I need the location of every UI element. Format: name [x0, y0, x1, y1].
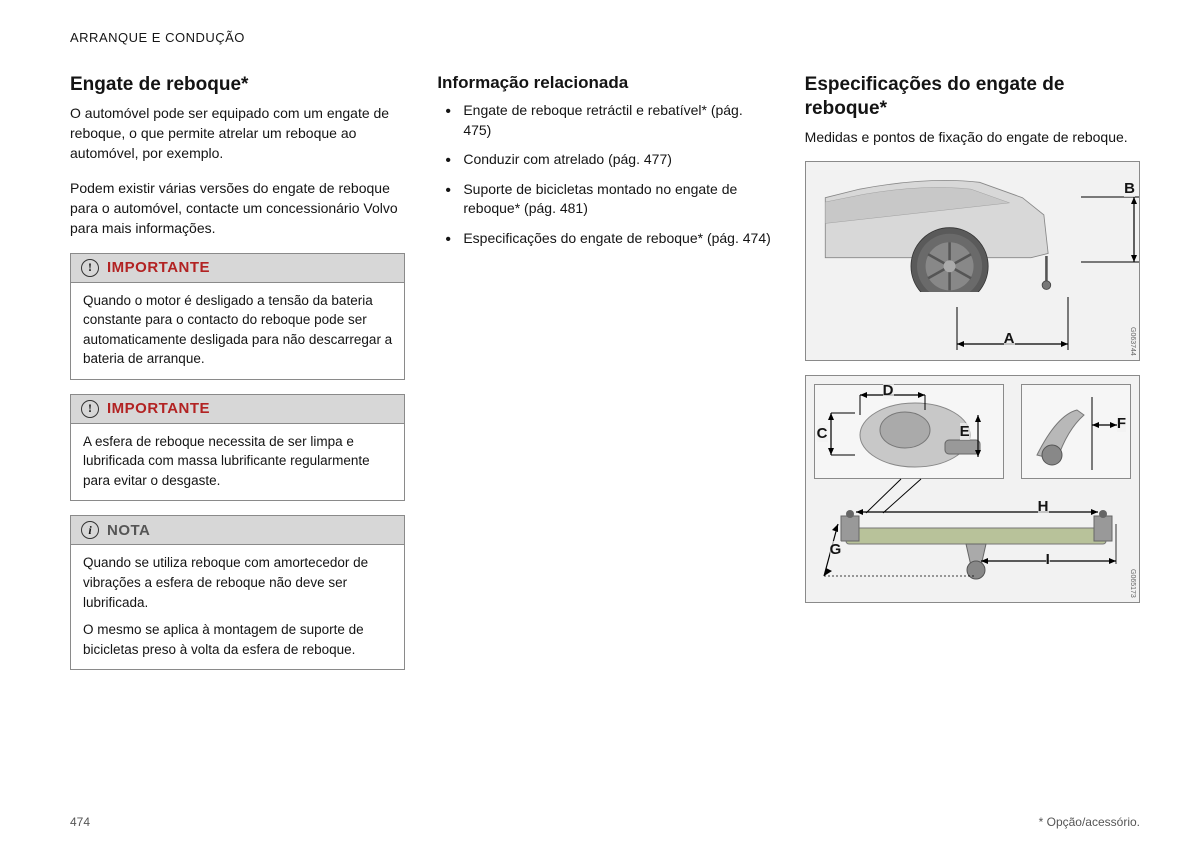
footnote: * Opção/acessório.	[1039, 815, 1140, 829]
mechanism-illustration	[815, 385, 1003, 478]
callout-text-1: Quando se utiliza reboque com amortecedo…	[83, 553, 392, 612]
content-columns: Engate de reboque* O automóvel pode ser …	[70, 73, 1140, 684]
dim-label-g: G	[830, 541, 842, 558]
callout-title: NOTA	[107, 522, 150, 539]
intro-text: O automóvel pode ser equipado com um eng…	[70, 103, 405, 164]
section-title-engate: Engate de reboque*	[70, 73, 405, 97]
ball-illustration	[1022, 385, 1130, 478]
column-1: Engate de reboque* O automóvel pode ser …	[70, 73, 405, 684]
body-text: Podem existir várias versões do engate d…	[70, 178, 405, 239]
dim-label-i: I	[1046, 551, 1050, 568]
dimension-lines	[806, 162, 1139, 360]
callout-text: A esfera de reboque necessita de ser lim…	[83, 432, 392, 491]
callout-body: Quando se utiliza reboque com amortecedo…	[71, 545, 404, 669]
crossbar-illustration	[816, 506, 1136, 596]
dim-label-f: F	[1117, 415, 1126, 432]
inset-left: C D E	[814, 384, 1004, 479]
figure-car-side: A B G063744	[805, 161, 1140, 361]
dim-label-h: H	[1038, 498, 1049, 515]
dim-label-c: C	[817, 425, 828, 442]
callout-text-2: O mesmo se aplica à montagem de suporte …	[83, 620, 392, 659]
callout-text: Quando o motor é desligado a tensão da b…	[83, 291, 392, 369]
related-item: Especificações do engate de reboque* (pá…	[441, 229, 772, 249]
spec-intro: Medidas e pontos de fixação do engate de…	[805, 127, 1140, 147]
figure-id: G065173	[1129, 569, 1136, 598]
page-number: 474	[70, 815, 90, 829]
dim-label-a: A	[1004, 330, 1015, 347]
dim-label-b: B	[1124, 180, 1135, 197]
related-heading: Informação relacionada	[437, 73, 772, 93]
info-icon: i	[81, 521, 99, 539]
alert-icon: !	[81, 259, 99, 277]
section-title-spec: Especificações do engate de reboque*	[805, 73, 1140, 121]
callout-importante-1: ! IMPORTANTE Quando o motor é desligado …	[70, 253, 405, 380]
callout-title: IMPORTANTE	[107, 259, 210, 276]
inset-right: F	[1021, 384, 1131, 479]
alert-icon: !	[81, 400, 99, 418]
callout-header: ! IMPORTANTE	[71, 254, 404, 283]
figure-id: G063744	[1129, 327, 1136, 356]
callout-nota: i NOTA Quando se utiliza reboque com amo…	[70, 515, 405, 670]
callout-header: ! IMPORTANTE	[71, 395, 404, 424]
related-item: Engate de reboque retráctil e rebatível*…	[441, 101, 772, 140]
dim-label-e: E	[960, 423, 970, 440]
breadcrumb: ARRANQUE E CONDUÇÃO	[70, 30, 1140, 45]
callout-importante-2: ! IMPORTANTE A esfera de reboque necessi…	[70, 394, 405, 502]
related-item: Conduzir com atrelado (pág. 477)	[441, 150, 772, 170]
related-list: Engate de reboque retráctil e rebatível*…	[437, 101, 772, 249]
dim-label-d: D	[883, 382, 894, 399]
callout-title: IMPORTANTE	[107, 400, 210, 417]
figure-towbar-detail: C D E F	[805, 375, 1140, 603]
column-2: Informação relacionada Engate de reboque…	[437, 73, 772, 684]
callout-header: i NOTA	[71, 516, 404, 545]
callout-body: A esfera de reboque necessita de ser lim…	[71, 424, 404, 501]
related-item: Suporte de bicicletas montado no engate …	[441, 180, 772, 219]
column-3: Especificações do engate de reboque* Med…	[805, 73, 1140, 684]
page-footer: 474 * Opção/acessório.	[70, 815, 1140, 829]
callout-body: Quando o motor é desligado a tensão da b…	[71, 283, 404, 379]
